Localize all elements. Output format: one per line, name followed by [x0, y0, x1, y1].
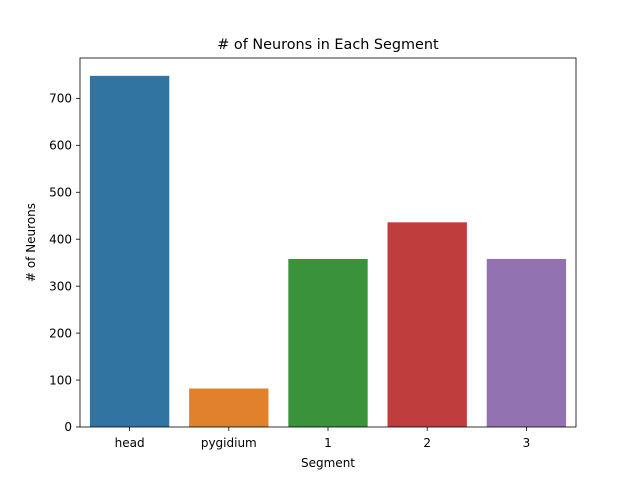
- bar-1: [288, 258, 368, 427]
- plot-frame: [79, 57, 577, 428]
- y-tick-label: 300: [49, 279, 72, 293]
- x-tick-label: head: [115, 436, 145, 450]
- x-tick-label: pygidium: [201, 436, 257, 450]
- x-tick-label: 2: [423, 436, 431, 450]
- x-tick-label: 3: [523, 436, 531, 450]
- bars-group: [89, 75, 567, 427]
- bar-3: [486, 258, 567, 427]
- x-axis-label: Segment: [301, 456, 355, 470]
- y-tick-label: 600: [49, 139, 72, 153]
- bar-2: [387, 222, 467, 427]
- y-tick-label: 400: [49, 232, 72, 246]
- y-axis-label: # of Neurons: [24, 203, 38, 282]
- y-tick-label: 0: [64, 420, 72, 434]
- y-tick-label: 700: [49, 92, 72, 106]
- y-axis-ticks: 0 100 200 300 400 500 600 700: [49, 92, 80, 434]
- y-tick-label: 100: [49, 373, 72, 387]
- bar-pygidium: [189, 388, 269, 427]
- x-tick-label: 1: [324, 436, 332, 450]
- y-tick-label: 500: [49, 185, 72, 199]
- y-tick-label: 200: [49, 326, 72, 340]
- x-axis-ticks: head pygidium 1 2 3: [115, 427, 531, 450]
- bar-head: [89, 75, 170, 427]
- chart-title: # of Neurons in Each Segment: [217, 37, 439, 53]
